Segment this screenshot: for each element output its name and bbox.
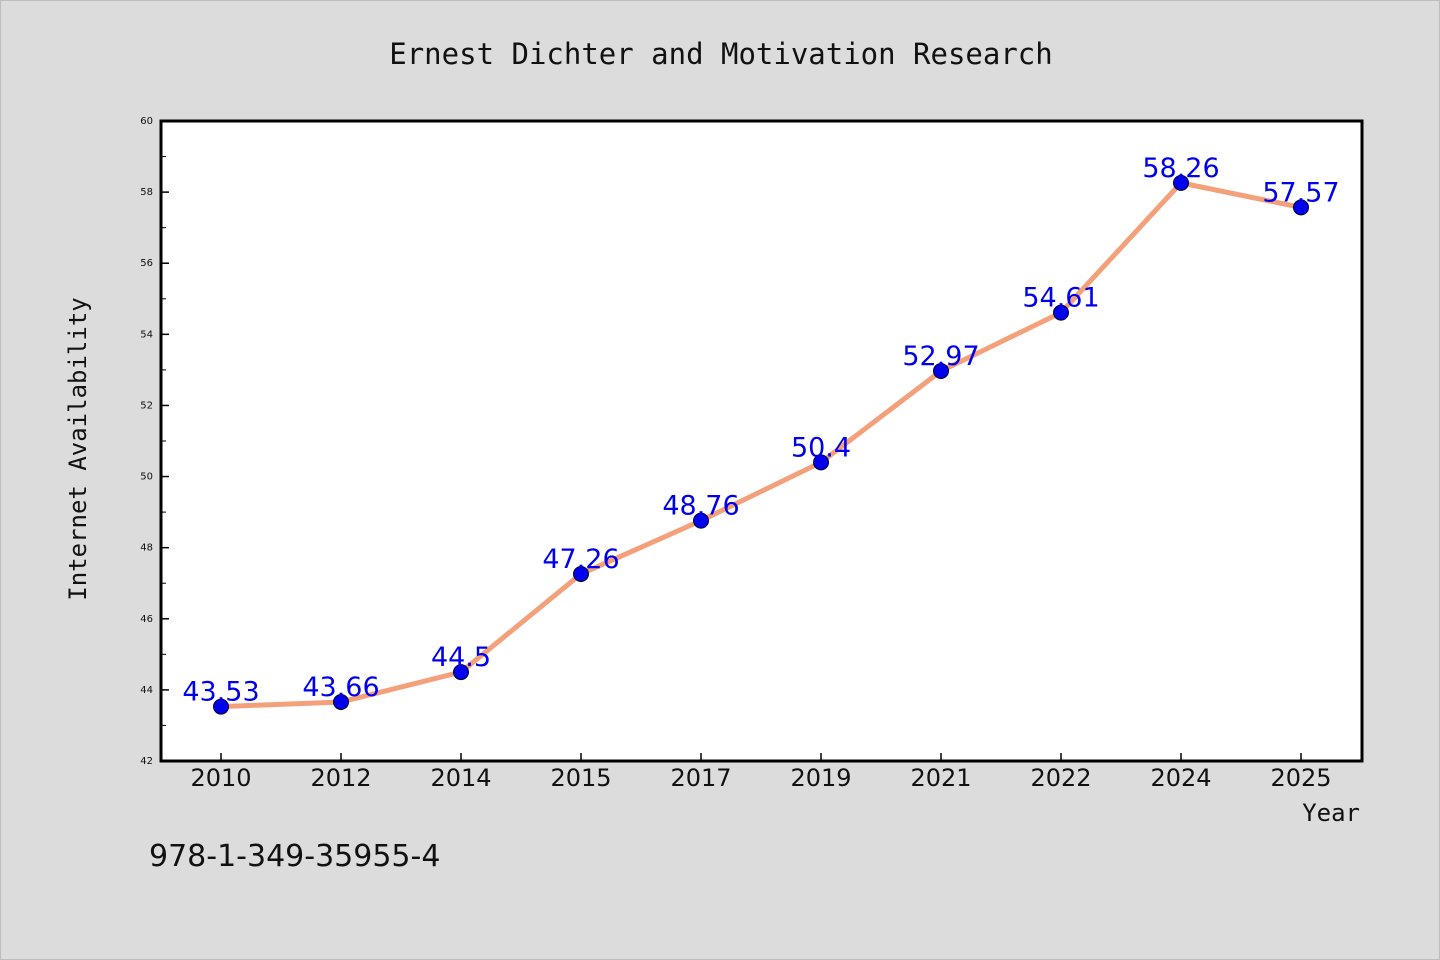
data-point xyxy=(573,565,589,582)
data-point xyxy=(933,362,949,379)
y-tick-label: 48 xyxy=(140,543,153,554)
y-tick-label: 50 xyxy=(140,472,153,483)
data-point xyxy=(813,454,829,471)
y-tick-label: 52 xyxy=(140,400,153,411)
x-tick-label: 2025 xyxy=(1270,764,1331,792)
data-label: 58.26 xyxy=(1142,153,1219,184)
y-tick-label: 54 xyxy=(140,329,153,340)
data-label: 57.57 xyxy=(1262,177,1339,208)
data-point xyxy=(1053,304,1069,321)
series-markers xyxy=(213,174,1309,715)
data-point xyxy=(1173,174,1189,191)
y-axis-label: Internet Availability xyxy=(64,297,92,600)
data-label: 50.4 xyxy=(791,432,851,463)
x-tick-label: 2024 xyxy=(1150,764,1211,792)
data-label: 43.53 xyxy=(182,677,259,708)
x-tick-label: 2014 xyxy=(430,764,491,792)
x-tick-label: 2017 xyxy=(670,764,731,792)
data-point xyxy=(333,693,349,710)
data-point xyxy=(213,698,229,715)
x-tick-label: 2022 xyxy=(1030,764,1091,792)
data-label: 52.97 xyxy=(902,341,979,372)
x-tick-label: 2010 xyxy=(190,764,251,792)
y-tick-label: 60 xyxy=(140,116,153,127)
data-label: 44.5 xyxy=(431,642,491,673)
data-point xyxy=(693,512,709,529)
y-tick-label: 58 xyxy=(140,187,153,198)
chart-title: Ernest Dichter and Motivation Research xyxy=(389,37,1052,71)
data-point xyxy=(453,664,469,681)
data-label: 43.66 xyxy=(302,672,379,703)
x-tick-label: 2012 xyxy=(310,764,371,792)
plot-area xyxy=(161,121,1362,761)
y-tick-label: 56 xyxy=(140,258,153,269)
y-axis: 42 44 46 48 50 52 54 56 58 60 xyxy=(140,116,169,767)
data-label: 48.76 xyxy=(662,491,739,522)
x-axis-label: Year xyxy=(1302,799,1360,827)
data-label: 54.61 xyxy=(1022,283,1099,314)
data-point xyxy=(1293,199,1309,216)
series-line xyxy=(218,180,1304,710)
x-tick-label: 2021 xyxy=(910,764,971,792)
y-tick-label: 44 xyxy=(140,685,153,696)
data-label: 47.26 xyxy=(542,544,619,575)
x-axis: 2010 2012 2014 2015 2017 2019 2021 2022 2024 2025 xyxy=(190,753,1332,792)
y-tick-label: 42 xyxy=(140,756,153,767)
x-tick-label: 2015 xyxy=(550,764,611,792)
data-labels: 43.53 43.66 44.5 47.26 48.76 50.4 52.97 54.61 58… xyxy=(182,153,1339,708)
plot-frame xyxy=(159,119,1364,763)
x-tick-label: 2019 xyxy=(790,764,851,792)
y-tick-label: 46 xyxy=(140,614,153,625)
isbn-code: 978-1-349-35955-4 xyxy=(149,839,440,874)
